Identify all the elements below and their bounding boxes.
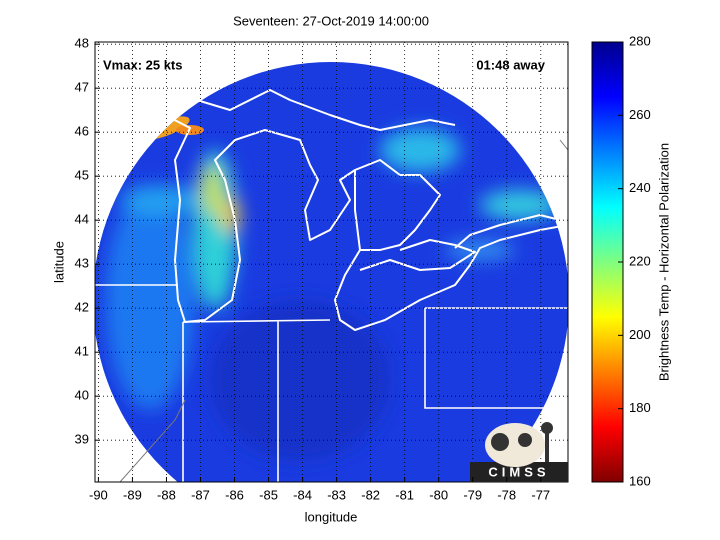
y-tick-label: 43 xyxy=(75,256,89,271)
x-tick-label: -83 xyxy=(327,487,346,502)
y-axis-label: latitude xyxy=(51,241,66,283)
y-tick-label: 47 xyxy=(75,80,89,95)
coastline xyxy=(354,159,441,251)
colorbar-tick-label: 260 xyxy=(629,107,651,122)
plot-frame xyxy=(94,41,569,483)
x-tick-label: -86 xyxy=(225,487,244,502)
x-tick-label: -78 xyxy=(497,487,516,502)
y-tick-label: 42 xyxy=(75,300,89,315)
y-tick-label: 41 xyxy=(75,344,89,359)
x-tick-label: -89 xyxy=(123,487,142,502)
x-tick-label: -82 xyxy=(361,487,380,502)
annotation: Vmax: 25 kts xyxy=(103,57,183,72)
axes: -90 -89 -88 -87 -86 -85 -84 -83 -82 -81 -80 -79 -78-… xyxy=(75,33,651,502)
y-tick-label: 39 xyxy=(75,432,89,447)
colorbar-tick-label: 220 xyxy=(629,253,651,268)
colorbar-tick-label: 200 xyxy=(629,327,651,342)
colorbar-label: Brightness Temp - Horizontal Polarizatio… xyxy=(656,143,671,381)
outside-border xyxy=(119,139,568,482)
y-tick-label: 44 xyxy=(75,212,89,227)
x-tick-label: -87 xyxy=(191,487,210,502)
x-tick-label: -84 xyxy=(293,487,312,502)
x-tick-label: -88 xyxy=(157,487,176,502)
x-tick-label: -81 xyxy=(395,487,414,502)
colorbar-tick-label: 160 xyxy=(629,473,651,488)
x-tick-label: -90 xyxy=(89,487,108,502)
x-axis-label: longitude xyxy=(305,509,358,524)
state-border xyxy=(95,284,568,482)
logo-text: CIMSS xyxy=(488,464,549,479)
grid xyxy=(95,42,568,482)
x-tick-label: -80 xyxy=(429,487,448,502)
y-tick-label: 40 xyxy=(75,388,89,403)
x-tick-label: -77 xyxy=(531,487,550,502)
coastline xyxy=(359,239,476,271)
y-tick-label: 46 xyxy=(75,124,89,139)
colorbar-tick-label: 280 xyxy=(629,33,651,48)
title: Seventeen: 27-Oct-2019 14:00:00 xyxy=(233,13,429,28)
y-tick-label: 45 xyxy=(75,168,89,183)
x-tick-label: -79 xyxy=(463,487,482,502)
colorbar xyxy=(591,41,624,483)
coastline xyxy=(454,214,561,249)
x-tick-label: -85 xyxy=(259,487,278,502)
y-tick-label: 48 xyxy=(75,36,89,51)
colorbar-tick-label: 240 xyxy=(629,180,651,195)
annotation: 01:48 away xyxy=(476,57,545,72)
coastline xyxy=(119,114,568,331)
logo: CIMSS xyxy=(470,422,568,482)
colorbar-tick-label: 180 xyxy=(629,400,651,415)
